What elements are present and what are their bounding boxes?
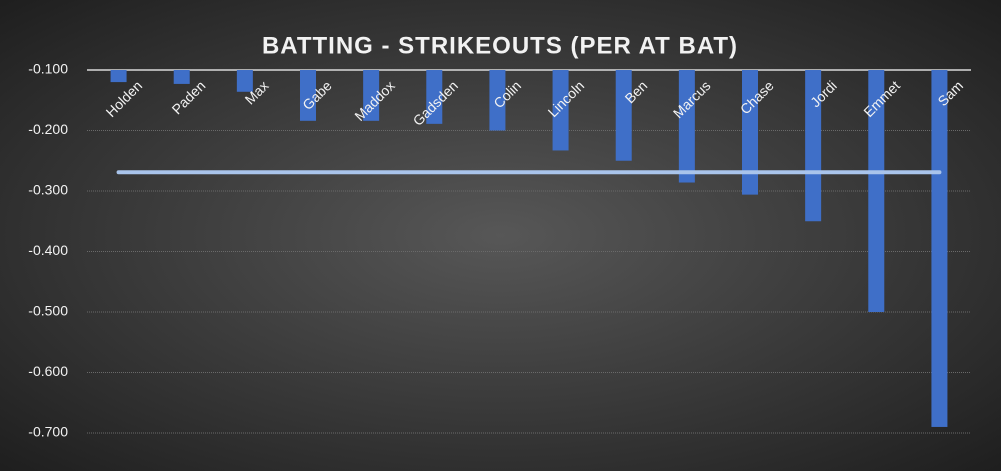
bar xyxy=(489,70,506,131)
y-tick-label: -0.600 xyxy=(28,363,68,379)
y-tick-label: -0.200 xyxy=(28,121,68,137)
bar xyxy=(426,70,443,124)
bar xyxy=(236,70,253,92)
y-tick-label: -0.300 xyxy=(28,182,68,198)
bar xyxy=(678,70,695,183)
chart-title: BATTING - STRIKEOUTS (PER AT BAT) xyxy=(262,32,738,59)
bar xyxy=(615,70,632,161)
bar xyxy=(552,70,569,151)
y-tick-label: -0.400 xyxy=(28,242,68,258)
bar xyxy=(300,70,316,121)
bar xyxy=(110,70,127,83)
bar xyxy=(805,70,822,222)
y-tick-label: -0.700 xyxy=(28,424,68,440)
y-tick-label: -0.100 xyxy=(28,61,68,77)
bar xyxy=(742,70,758,195)
bar xyxy=(363,70,380,121)
bar xyxy=(173,70,190,84)
y-tick-label: -0.500 xyxy=(28,303,68,319)
bar xyxy=(931,70,948,427)
bar xyxy=(868,70,885,312)
